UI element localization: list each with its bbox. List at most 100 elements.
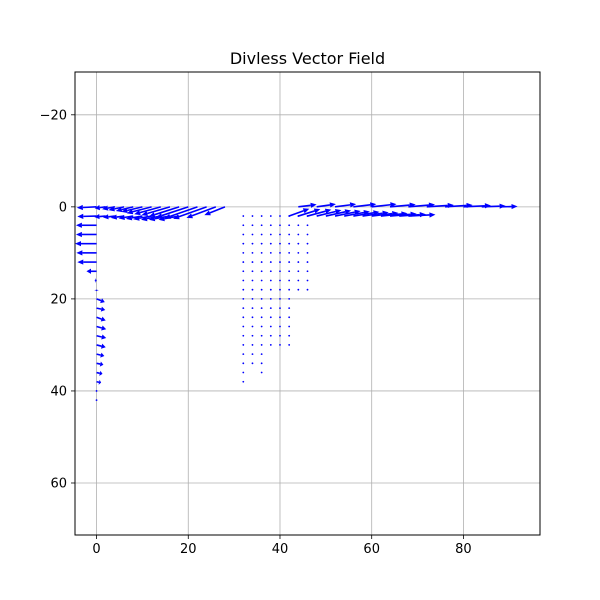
- vector-arrow: [96, 298, 105, 304]
- y-axis-ticks: −20 0 20 40 60: [40, 108, 75, 491]
- vector-dot: [288, 344, 291, 346]
- vector-dot: [288, 307, 291, 310]
- vector-arrow: [96, 316, 106, 322]
- vector-arrow: [96, 334, 107, 340]
- vector-arrow: [334, 202, 357, 208]
- vector-dot: [242, 344, 245, 346]
- vector-dot: [269, 325, 272, 328]
- vector-dot: [297, 279, 300, 282]
- vector-dot: [251, 362, 254, 365]
- vector-dot: [242, 362, 245, 365]
- vector-dot: [260, 270, 263, 273]
- vector-arrow: [96, 306, 106, 312]
- vector-arrow: [76, 204, 97, 211]
- vector-dot: [297, 242, 300, 245]
- vector-dot: [251, 215, 254, 217]
- vector-dot: [297, 215, 300, 217]
- vector-dot: [306, 215, 309, 217]
- vector-dot: [279, 334, 281, 337]
- vector-dot: [297, 288, 300, 291]
- vector-dot: [306, 270, 309, 273]
- vector-dot: [251, 270, 254, 273]
- vector-dot: [260, 307, 263, 310]
- vector-dot: [260, 353, 263, 356]
- vector-dot: [242, 380, 245, 383]
- vector-dot: [297, 251, 300, 254]
- vector-dot: [279, 251, 281, 254]
- vector-arrow: [121, 206, 143, 214]
- vector-dot: [269, 270, 272, 273]
- vector-dot: [95, 390, 98, 392]
- vector-dot: [260, 316, 263, 319]
- vector-dot: [251, 344, 254, 346]
- vector-dot: [269, 316, 272, 319]
- vector-dot: [288, 334, 291, 337]
- vector-dot: [279, 316, 281, 319]
- vector-arrow: [75, 222, 97, 228]
- x-tick-label: 40: [272, 542, 289, 557]
- vector-dot: [306, 261, 309, 263]
- vector-arrow: [204, 206, 226, 216]
- vector-dot: [297, 224, 300, 227]
- vector-dot: [269, 215, 272, 217]
- vector-dot: [279, 242, 281, 245]
- vector-dot: [242, 233, 245, 236]
- vector-dot: [251, 307, 254, 310]
- vector-arrow: [77, 259, 97, 265]
- vector-arrow: [108, 206, 125, 212]
- vector-dot: [269, 344, 272, 346]
- vector-dot: [260, 279, 263, 282]
- y-tick-label: 40: [50, 384, 67, 399]
- vector-dot: [306, 288, 309, 291]
- vector-arrows: [75, 202, 518, 402]
- vector-dot: [288, 251, 291, 254]
- vector-dot: [242, 316, 245, 319]
- vector-dot: [251, 233, 254, 236]
- vector-dot: [260, 242, 263, 245]
- vector-arrow: [408, 212, 436, 218]
- y-tick-label: 0: [59, 200, 67, 215]
- vector-arrow: [141, 206, 171, 216]
- vector-dot: [260, 334, 263, 337]
- vector-dot: [269, 334, 272, 337]
- vector-arrow: [96, 352, 105, 358]
- vector-dot: [260, 233, 263, 236]
- vector-arrow: [75, 231, 97, 238]
- vector-arrow: [353, 202, 377, 208]
- vector-arrow: [158, 215, 180, 222]
- vector-dot: [269, 297, 272, 300]
- vector-dot: [269, 251, 272, 254]
- vector-dot: [95, 399, 98, 402]
- x-tick-label: 0: [92, 542, 100, 557]
- vector-dot: [251, 279, 254, 282]
- vector-arrow: [77, 213, 97, 219]
- vector-dot: [288, 233, 291, 236]
- vector-dot: [260, 215, 263, 217]
- y-tick-label: 60: [50, 476, 67, 491]
- x-tick-label: 60: [363, 542, 380, 557]
- vector-dot: [260, 344, 263, 346]
- plot-frame: [74, 71, 541, 536]
- vector-dot: [251, 224, 254, 227]
- vector-dot: [242, 251, 245, 254]
- vector-dot: [279, 270, 281, 273]
- vector-arrow: [96, 361, 104, 367]
- vector-arrow: [134, 206, 161, 216]
- vector-dot: [251, 242, 254, 245]
- chart-title: Divless Vector Field: [230, 49, 385, 68]
- vector-dot: [251, 334, 254, 337]
- vector-dot: [288, 261, 291, 263]
- vector-dot: [269, 261, 272, 263]
- vector-arrow: [316, 208, 342, 217]
- vector-dot: [306, 279, 309, 282]
- vector-dot: [242, 334, 245, 337]
- vector-dot: [288, 270, 291, 273]
- vector-dot: [260, 297, 263, 300]
- vector-arrow: [298, 208, 321, 217]
- vector-arrow: [115, 206, 134, 213]
- vector-dot: [288, 297, 291, 300]
- grid-lines: [75, 72, 540, 535]
- vector-dot: [288, 242, 291, 245]
- vector-dot: [242, 242, 245, 245]
